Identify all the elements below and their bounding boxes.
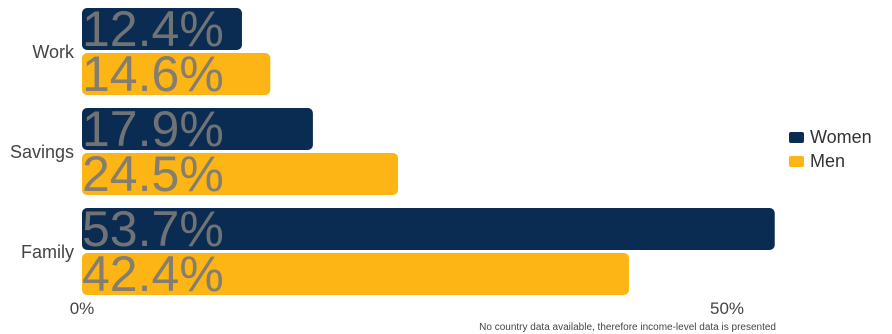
data-label-men-work: 14.6% — [82, 46, 224, 102]
x-tick-label: 0% — [70, 299, 95, 318]
category-label-family: Family — [21, 242, 74, 262]
legend: Women Men — [789, 127, 872, 171]
bars-group — [82, 8, 775, 295]
data-label-men-savings: 24.5% — [82, 146, 224, 202]
legend-label-men: Men — [810, 151, 845, 171]
legend-label-women: Women — [810, 127, 872, 147]
bar-men-family — [82, 253, 629, 295]
bar-women-family — [82, 208, 775, 250]
data-labels-group: 12.4%14.6%17.9%24.5%53.7%42.4% — [82, 1, 224, 302]
bar-men-work — [82, 53, 271, 95]
data-label-women-savings: 17.9% — [82, 101, 224, 157]
bar-men-savings — [82, 153, 399, 195]
footnote: No country data available, therefore inc… — [479, 322, 776, 333]
x-tick-label: 50% — [710, 299, 744, 318]
category-label-work: Work — [32, 42, 75, 62]
data-label-men-family: 42.4% — [82, 246, 224, 302]
legend-swatch-women — [789, 132, 804, 143]
category-labels-group: Work Savings Family — [10, 42, 75, 262]
bar-women-work — [82, 8, 242, 50]
legend-swatch-men — [789, 156, 804, 167]
category-label-savings: Savings — [10, 142, 74, 162]
data-label-women-work: 12.4% — [82, 1, 224, 57]
x-tick-labels-group: 0% 50% — [70, 299, 744, 318]
bar-women-savings — [82, 108, 313, 150]
data-label-women-family: 53.7% — [82, 201, 224, 257]
